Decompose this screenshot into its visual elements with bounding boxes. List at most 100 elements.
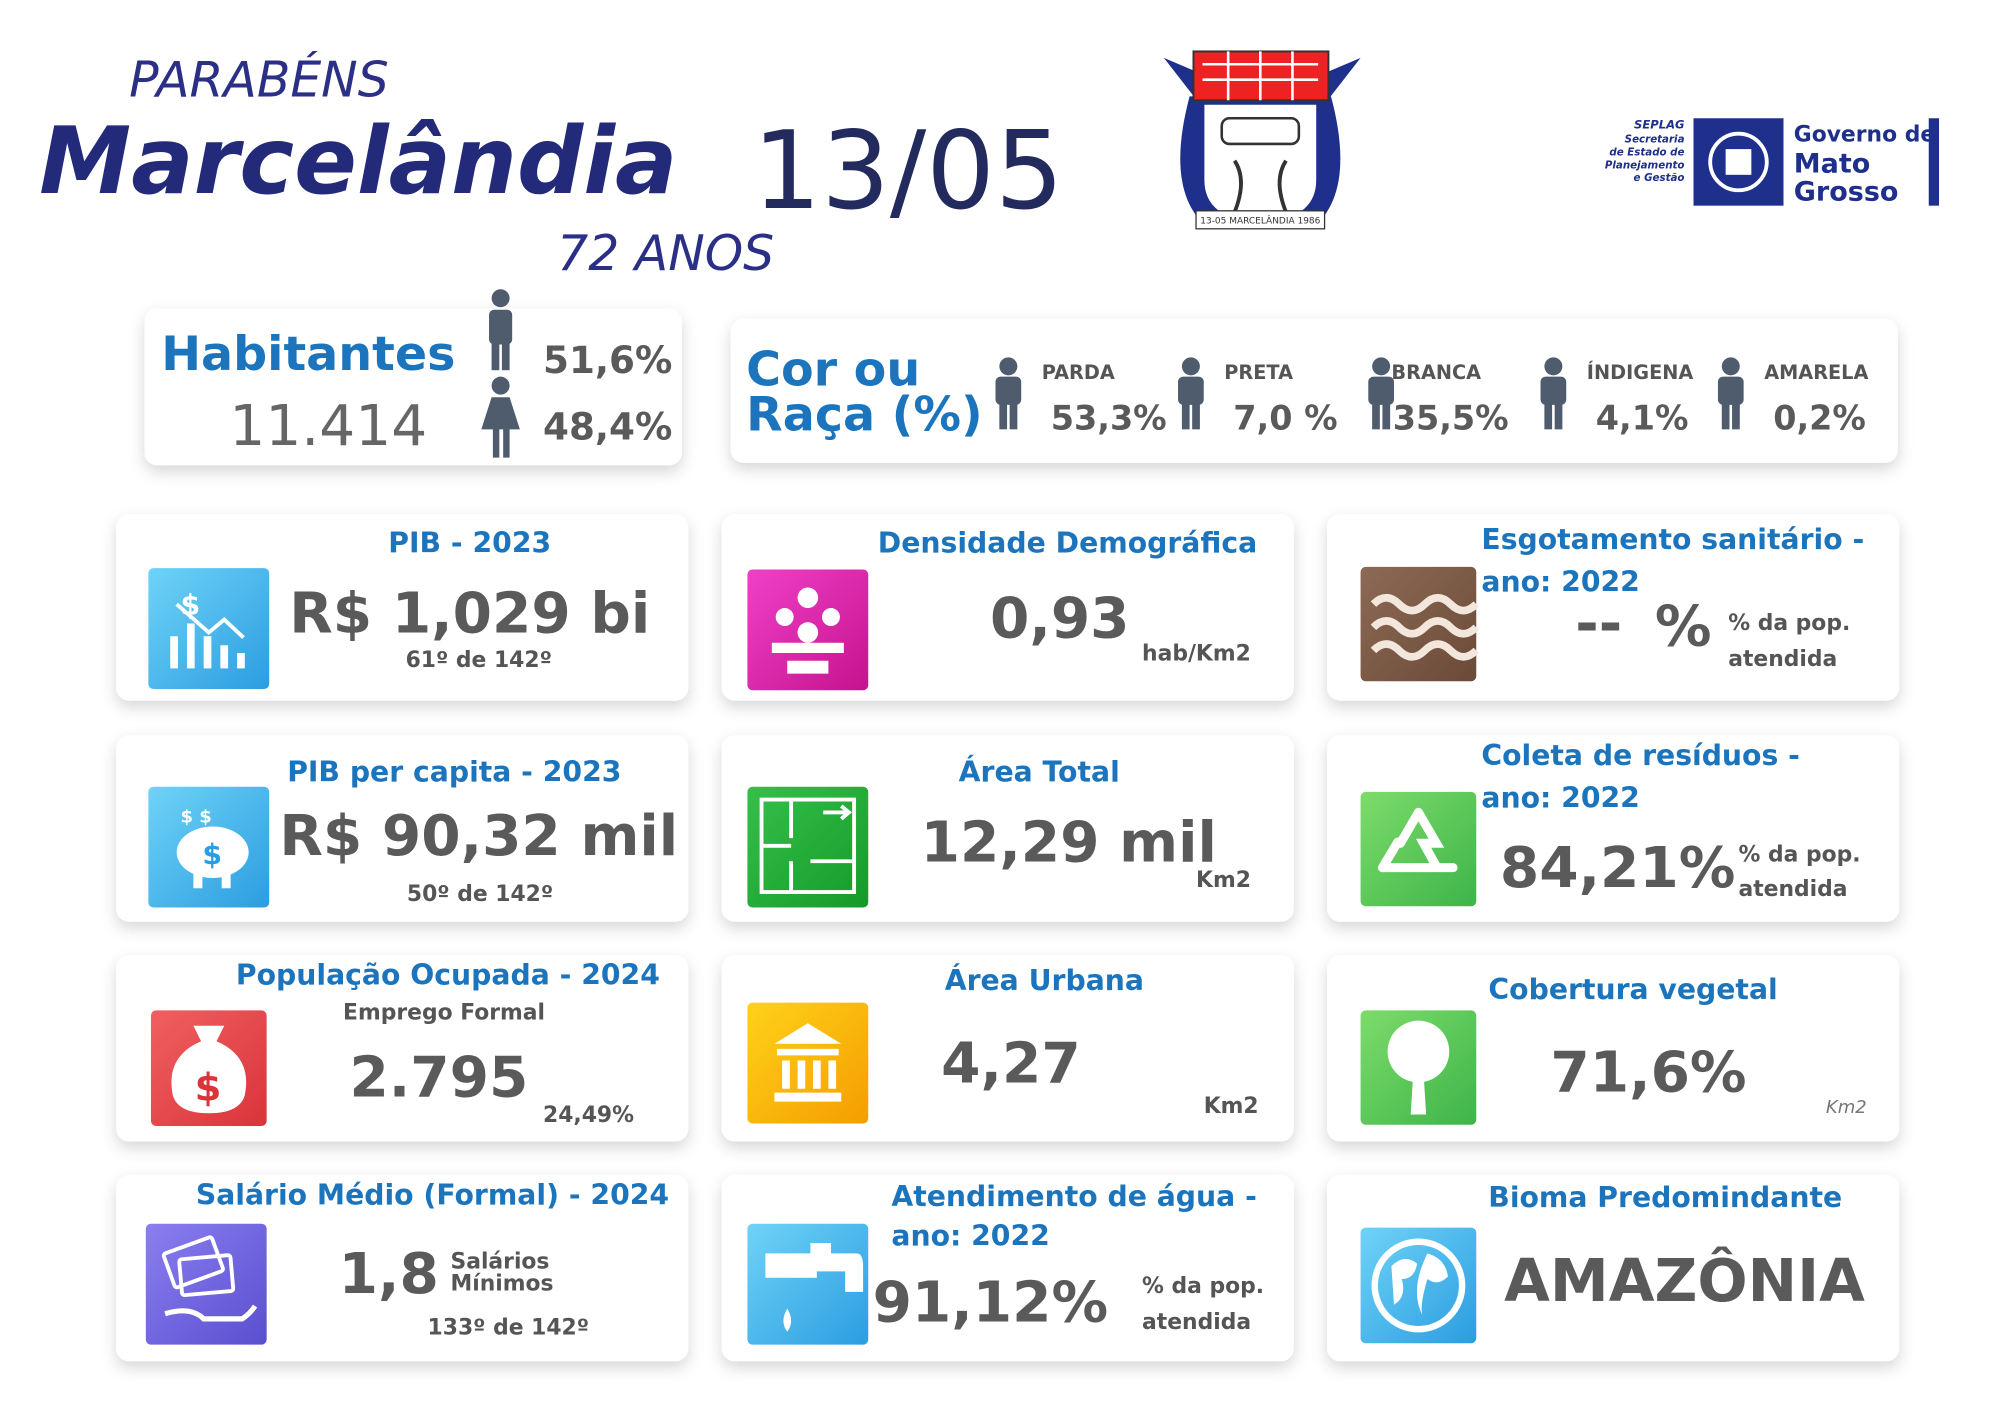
person-icon [1732,398,1740,430]
person-icon [1192,398,1200,430]
coat-of-arms: 13-05 MARCELÂNDIA 1986 [1163,50,1361,230]
card-share: 24,49% [543,1103,634,1128]
card-rank: 133º de 142º [428,1315,590,1340]
person-icon [999,357,1018,376]
svg-text:$: $ [202,838,222,871]
race-value: 0,2% [1773,398,1866,437]
agency-name: de Estado de [1609,147,1684,159]
race-label: BRANCA [1391,361,1481,384]
svg-text:$: $ [195,1065,222,1110]
card-unit: Km2 [1826,1097,1867,1118]
race-label: ÍNDIGENA [1587,361,1694,384]
age: 72 ANOS [557,225,774,282]
person-icon [1540,376,1567,405]
card-title: Área Total [959,755,1120,789]
population-panel [144,308,682,466]
card-value: 71,6% [1550,1039,1746,1105]
card-rank: 50º de 142º [407,882,553,907]
race-value: 7,0 % [1233,398,1337,437]
icon-employment: $ [150,1010,267,1127]
card-title: PIB per capita - 2023 [287,756,621,789]
card-unit: Km2 [1204,1094,1259,1119]
card-title: Cobertura vegetal [1488,973,1777,1006]
race-item: AMARELA 0,2% [1717,357,1868,437]
card-unit: atendida [1728,647,1837,672]
government-logo: SEPLAG Secretaria de Estado de Planejame… [1605,118,1940,208]
government-name: Mato [1794,148,1870,179]
agency-name: e Gestão [1634,172,1685,184]
person-icon [1009,398,1018,430]
person-icon [1181,398,1190,430]
card-unit: hab/Km2 [1142,642,1251,667]
race-label: AMARELA [1764,361,1868,384]
card-unit: atendida [1738,877,1847,902]
person-icon [1717,376,1744,405]
race-item: ÍNDIGENA 4,1% [1540,357,1694,437]
person-icon [1372,398,1380,430]
card-title: Esgotamento sanitário - [1481,523,1864,556]
card-title: População Ocupada - 2024 [236,959,660,992]
card-rank: 61º de 142º [406,648,552,673]
svg-text:$ $: $ $ [181,807,212,828]
person-icon [1554,398,1563,430]
government-name: Grosso [1794,177,1899,208]
card-value: 1,8 [339,1241,439,1307]
person-icon [1382,398,1391,430]
male-icon [489,289,513,371]
card-value: -- [1575,591,1622,657]
card-value: 12,29 mil [921,809,1217,875]
agency-name: Planejamento [1605,159,1685,171]
card-value: R$ 90,32 mil [279,803,678,869]
race-label: PRETA [1224,361,1293,384]
card-value: AMAZÔNIA [1504,1246,1865,1315]
card-unit: % da pop. [1142,1274,1264,1299]
icon-waste [1360,791,1477,907]
person-icon [1721,357,1740,376]
male-share: 51,6% [543,338,672,382]
card-value: 91,12% [873,1269,1109,1335]
race-value: 53,3% [1051,398,1167,437]
card-title: ano: 2022 [1481,781,1639,814]
race-items: PARDA 53,3% PRETA 7,0 % BRANCA 35,5% ÍNDIGENA 4… [995,357,1868,437]
arms-ribbon: 13-05 MARCELÂNDIA 1986 [1200,215,1320,227]
race-title: Cor ou [746,343,920,398]
card-value: 0,93 [990,586,1130,652]
icon-pib: $ [148,568,270,690]
person-icon [995,376,1022,405]
person-icon [1181,357,1200,376]
card-unit: % da pop. [1738,842,1860,867]
person-icon [1178,376,1204,405]
icon-biome [1360,1227,1477,1344]
card-title: Área Urbana [945,963,1144,997]
card-title: Atendimento de água - [891,1180,1256,1213]
card-unit: % da pop. [1728,611,1850,636]
icon-sewage [1360,566,1479,682]
agency-name: Secretaria [1625,134,1685,146]
card-value: 84,21% [1500,835,1736,901]
government-name: Governo de [1794,122,1935,147]
icon-pib-per-capita: $ $ $ [148,786,270,908]
icon-salary [145,1223,267,1345]
race-value: 4,1% [1596,398,1689,437]
cards: $ $ $ $ $ PIB - 2023 R$ 1,029 bi 61º de 1… [116,514,1900,1362]
card-unit: Km2 [1196,868,1251,893]
icon-density [747,569,869,691]
race-label: PARDA [1042,361,1115,384]
card-value: R$ 1,029 bi [289,580,650,646]
icon-total-area [747,786,869,908]
card-value: 4,27 [941,1030,1081,1096]
date: 13/05 [753,109,1064,234]
icon-water [747,1223,869,1345]
card-unit: atendida [1142,1310,1251,1335]
card-title: ano: 2022 [1481,565,1639,598]
svg-text:$: $ [181,588,201,621]
person-icon [999,398,1008,430]
agency-acronym: SEPLAG [1634,118,1684,132]
person-icon [1544,398,1553,430]
race-item: BRANCA 35,5% [1368,357,1509,437]
person-icon [1544,357,1563,376]
race-item: PRETA 7,0 % [1178,357,1338,437]
card-unit: Mínimos [450,1272,553,1297]
population-label: Habitantes [161,327,455,382]
